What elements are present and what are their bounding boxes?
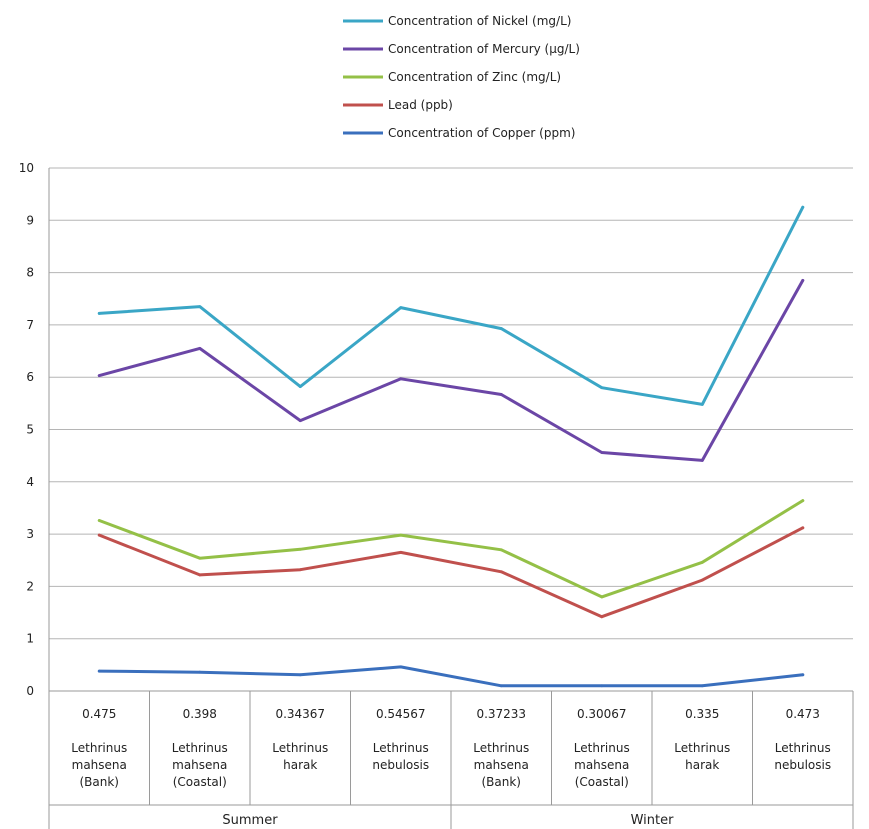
series-3-point [700, 578, 704, 582]
y-tick-label: 9 [26, 213, 34, 227]
series-0-point [700, 402, 704, 406]
season-group-label: Summer [222, 813, 278, 828]
category-value-label: 0.30067 [577, 707, 627, 721]
series-0-point [499, 327, 503, 330]
y-tick-label: 2 [26, 579, 34, 593]
series-0-point [198, 305, 202, 308]
series-3-point [298, 568, 302, 572]
y-tick-label: 5 [26, 423, 34, 437]
category-value-label: 0.473 [786, 707, 820, 721]
series-1-point [399, 377, 403, 381]
series-3-point [801, 526, 805, 530]
category-value-label: 0.398 [183, 707, 217, 721]
category-species-label: mahsena [574, 758, 629, 772]
series-4-point [600, 684, 604, 688]
series-1-point [298, 419, 302, 423]
series-1-point [97, 374, 101, 378]
series-3-point [600, 615, 604, 619]
category-table: 0.475 Lethrinus mahsena (Bank) 0.398 Lethrinu… [48, 691, 854, 829]
category-species-label: Lethrinus [574, 741, 630, 755]
category-value-label: 0.37233 [476, 707, 526, 721]
series-lines [97, 205, 805, 688]
chart-legend: Concentration of Nickel (mg/L) Concentrat… [343, 14, 580, 140]
category-species-label: harak [685, 758, 719, 772]
series-3-point [97, 533, 101, 537]
category-species-label: (Bank) [481, 775, 521, 789]
y-tick-label: 3 [26, 527, 34, 541]
y-tick-label: 8 [26, 266, 34, 280]
series-2-point [298, 547, 302, 551]
series-2-point [399, 533, 403, 537]
category-species-label: Lethrinus [775, 741, 831, 755]
series-0-point [600, 386, 604, 390]
series-1-point [801, 279, 805, 282]
legend-entry: Lead (ppb) [388, 98, 453, 112]
series-3-point [399, 551, 403, 554]
series-0-point [801, 205, 805, 209]
series-2-point [700, 560, 704, 564]
season-group-label: Winter [631, 813, 675, 828]
category-value-label: 0.54567 [376, 707, 426, 721]
y-tick-label: 0 [26, 684, 34, 698]
gridlines [48, 167, 853, 692]
series-2-point [600, 595, 604, 599]
category-species-label: mahsena [72, 758, 127, 772]
series-2-point [801, 499, 805, 503]
category-value-label: 0.475 [82, 707, 116, 721]
category-value-label: 0.34367 [275, 707, 325, 721]
legend-entry: Concentration of Zinc (mg/L) [388, 70, 561, 84]
series-line-0 [97, 205, 805, 406]
legend-entry: Concentration of Copper (ppm) [388, 126, 575, 140]
category-species-label: (Coastal) [173, 775, 227, 789]
series-4-point [801, 673, 805, 677]
series-0-point [399, 306, 403, 310]
category-species-label: Lethrinus [172, 741, 228, 755]
series-line-2 [97, 499, 805, 599]
category-species-label: mahsena [474, 758, 529, 772]
category-species-label: mahsena [172, 758, 227, 772]
series-4-point [700, 684, 704, 688]
series-1-point [198, 347, 202, 350]
category-species-label: (Coastal) [575, 775, 629, 789]
category-species-label: Lethrinus [473, 741, 529, 755]
series-line-3 [97, 526, 805, 619]
series-2-point [499, 548, 503, 552]
category-species-label: harak [283, 758, 317, 772]
series-line-1 [97, 278, 805, 462]
series-1-point [600, 451, 604, 454]
series-line-4 [97, 665, 805, 688]
y-tick-label: 7 [26, 318, 34, 332]
category-species-label: (Bank) [79, 775, 119, 789]
category-species-label: Lethrinus [71, 741, 127, 755]
series-4-point [298, 673, 302, 677]
category-species-label: nebulosis [372, 758, 429, 772]
series-0-point [97, 311, 101, 315]
y-tick-label: 1 [26, 632, 34, 646]
category-value-label: 0.335 [685, 707, 719, 721]
series-1-point [499, 393, 503, 396]
category-species-label: Lethrinus [272, 741, 328, 755]
series-1-point [700, 458, 704, 462]
series-4-point [97, 669, 101, 673]
category-species-label: Lethrinus [373, 741, 429, 755]
category-species-label: Lethrinus [674, 741, 730, 755]
series-4-point [499, 684, 503, 688]
category-species-label: nebulosis [774, 758, 831, 772]
series-3-point [499, 570, 503, 574]
legend-entry: Concentration of Mercury (µg/L) [388, 42, 580, 56]
series-3-point [198, 573, 202, 577]
series-2-point [97, 519, 101, 522]
legend-entry: Concentration of Nickel (mg/L) [388, 14, 571, 28]
series-2-point [198, 556, 202, 560]
y-axis: 0 1 2 3 4 5 6 7 8 9 10 [19, 161, 34, 698]
series-4-point [399, 665, 403, 669]
y-tick-label: 10 [19, 161, 34, 175]
y-tick-label: 4 [26, 475, 34, 489]
series-0-point [298, 385, 302, 389]
y-tick-label: 6 [26, 370, 34, 384]
series-4-point [198, 670, 202, 674]
